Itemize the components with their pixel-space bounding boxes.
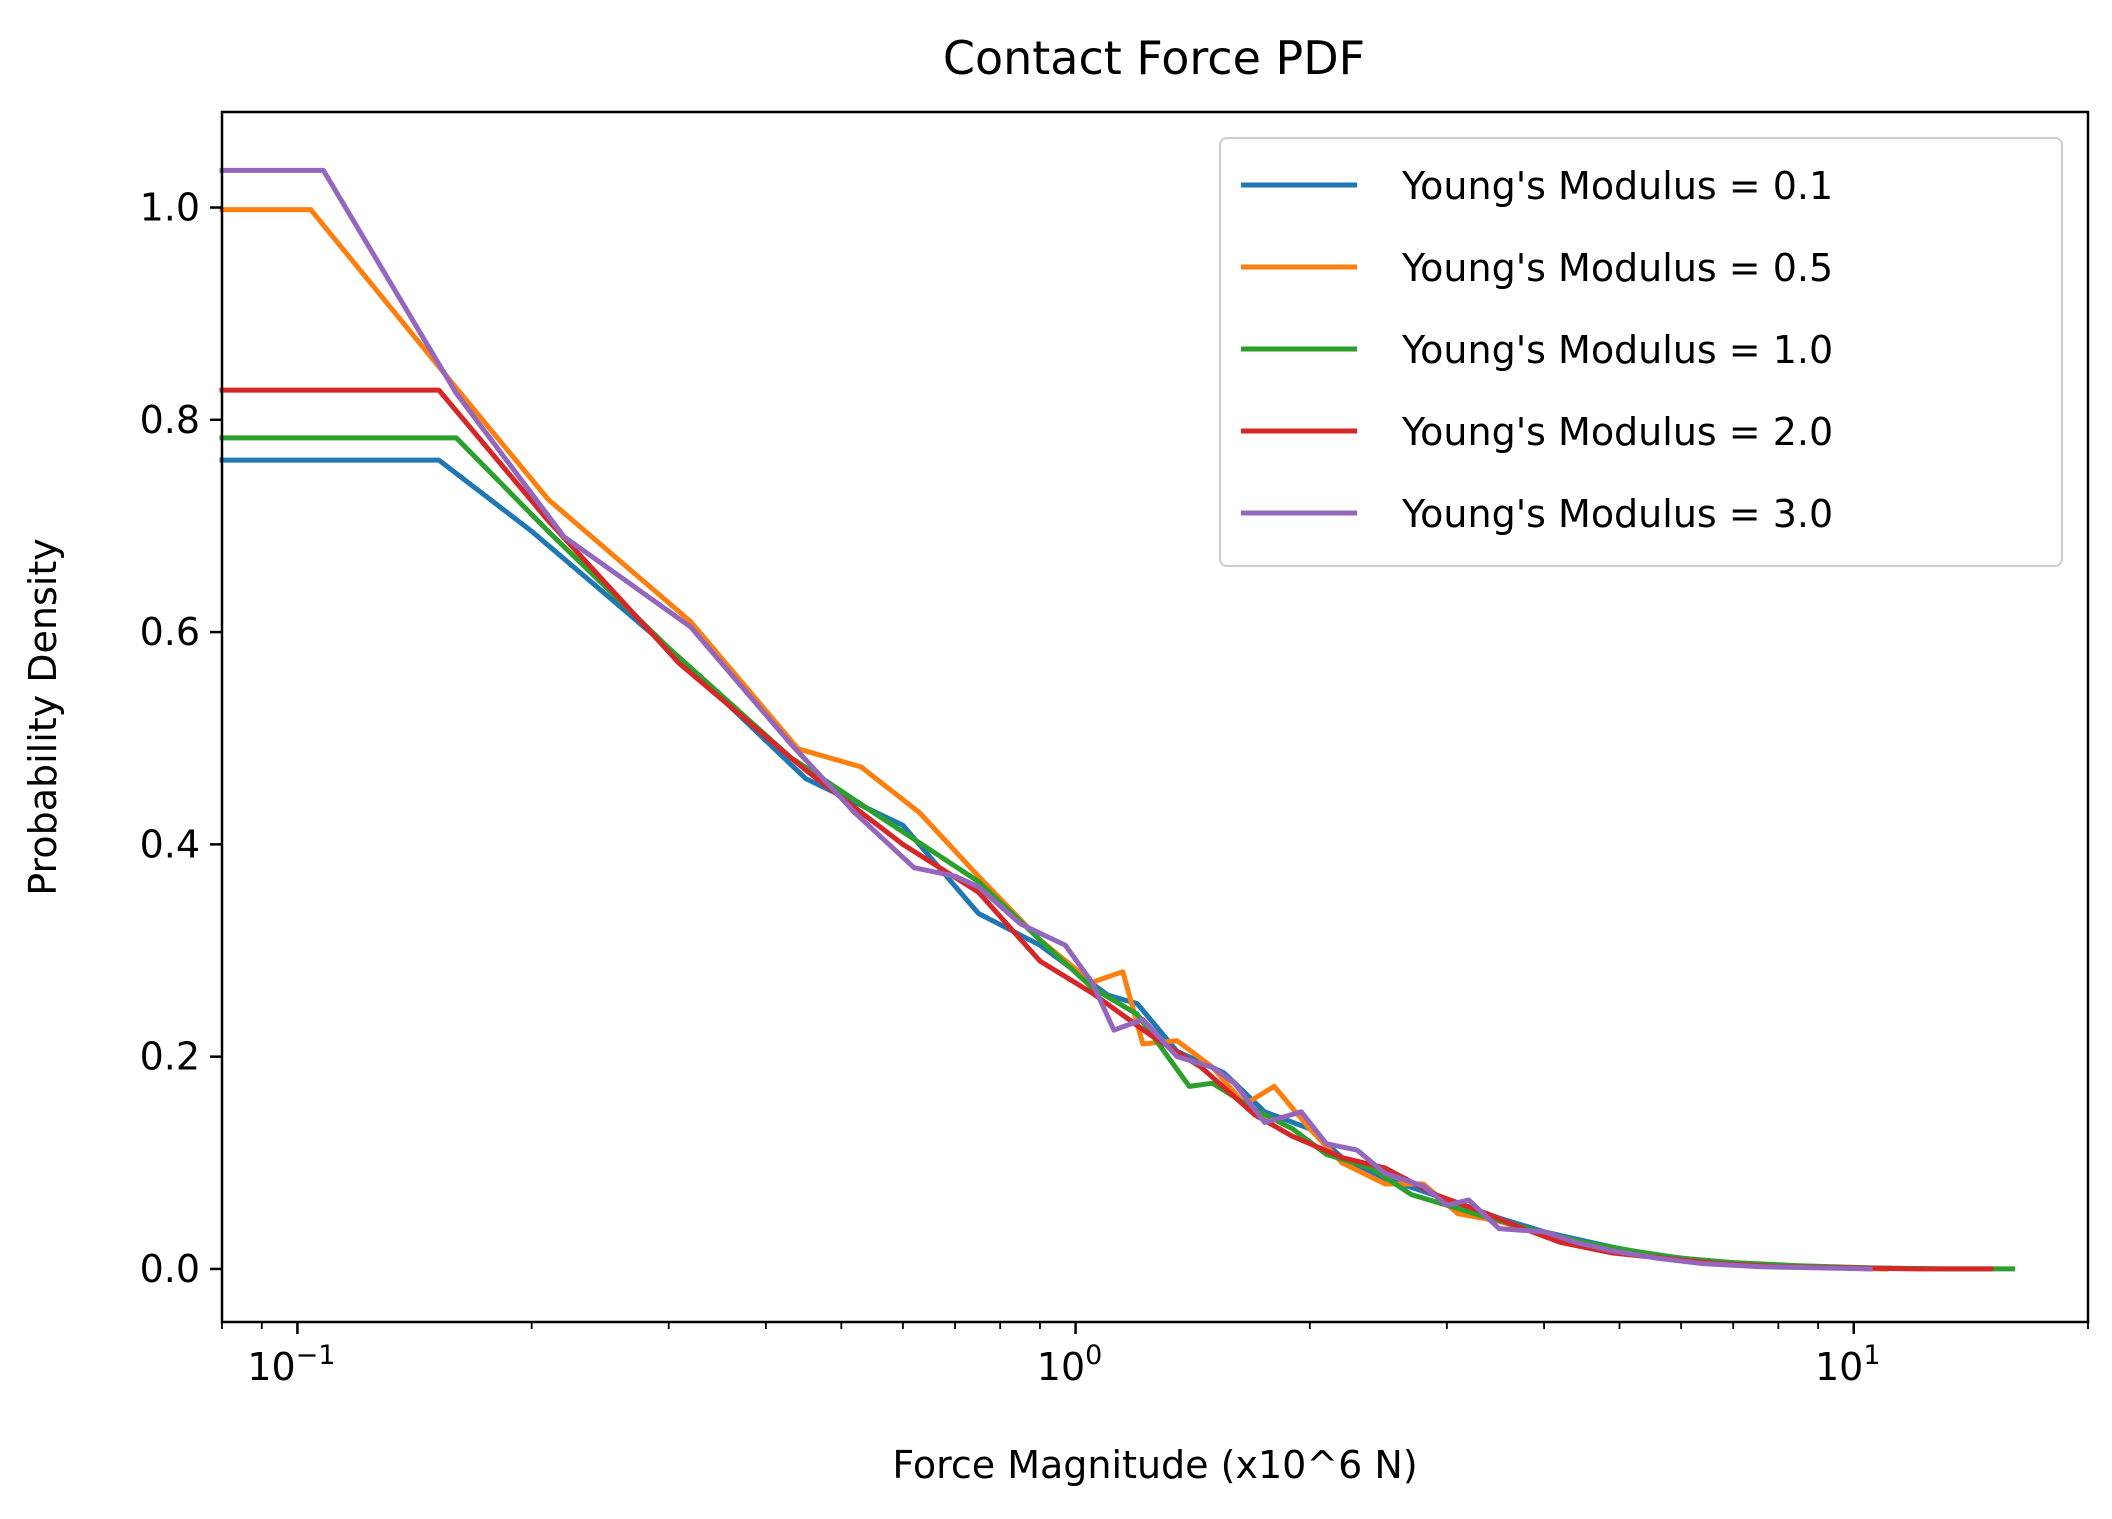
y-tick-label: 0.8 xyxy=(140,398,200,442)
legend-label-0: Young's Modulus = 0.1 xyxy=(1401,164,1833,208)
y-tick-label: 0.6 xyxy=(140,610,200,654)
x-tick-label: 10−1 xyxy=(247,1340,335,1389)
x-axis: 10−1 100 101 xyxy=(221,1322,2089,1389)
x-tick-label: 101 xyxy=(1815,1340,1881,1389)
legend-label-4: Young's Modulus = 3.0 xyxy=(1401,492,1833,536)
plot-frame xyxy=(220,110,2090,1324)
y-tick-label: 0.4 xyxy=(140,822,200,866)
legend-label-1: Young's Modulus = 0.5 xyxy=(1401,246,1833,290)
y-axis: 0.0 0.2 0.4 0.6 0.8 1.0 xyxy=(140,186,222,1291)
series-layer xyxy=(219,167,2016,1272)
y-tick-label: 0.0 xyxy=(140,1247,200,1291)
series-line-4 xyxy=(219,167,1873,1272)
chart-title: Contact Force PDF xyxy=(943,31,1365,85)
legend: Young's Modulus = 0.1 Young's Modulus = 0… xyxy=(1219,137,2063,567)
x-axis-title: Force Magnitude (x10^6 N) xyxy=(892,1443,1417,1487)
y-axis-title: Probability Density xyxy=(21,538,65,895)
legend-label-2: Young's Modulus = 1.0 xyxy=(1401,328,1833,372)
y-tick-label: 1.0 xyxy=(140,186,200,230)
legend-label-3: Young's Modulus = 2.0 xyxy=(1401,410,1833,454)
legend-box xyxy=(1219,137,2063,567)
y-tick-label: 0.2 xyxy=(140,1035,200,1079)
x-tick-label: 100 xyxy=(1037,1340,1103,1389)
